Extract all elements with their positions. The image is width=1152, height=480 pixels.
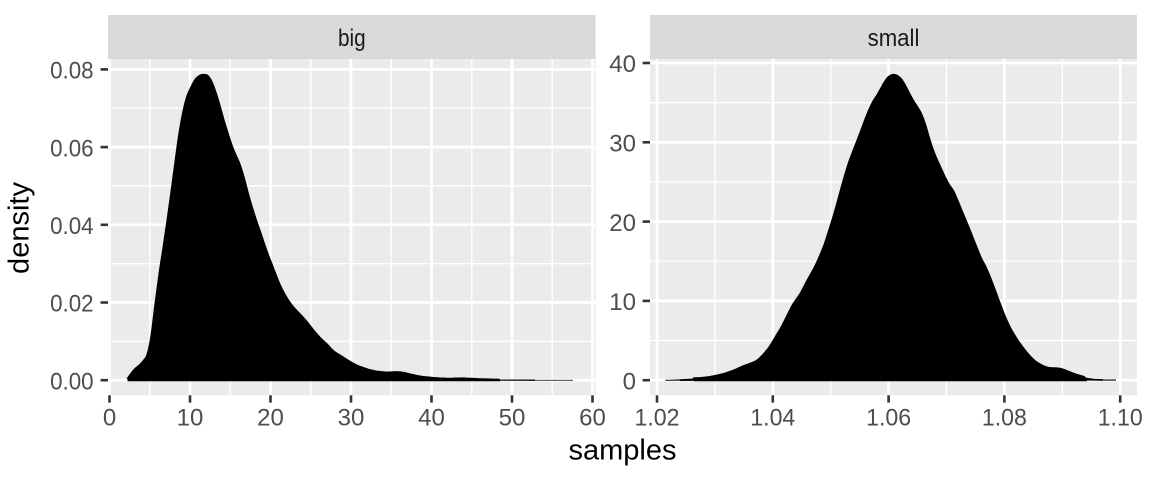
- svg-text:0.02: 0.02: [50, 291, 94, 318]
- svg-text:1.02: 1.02: [635, 405, 680, 432]
- svg-text:0: 0: [103, 405, 116, 432]
- svg-text:1.06: 1.06: [866, 405, 911, 432]
- svg-text:density: density: [4, 182, 36, 274]
- svg-text:1.04: 1.04: [750, 405, 795, 432]
- svg-text:samples: samples: [569, 435, 677, 467]
- svg-text:0.08: 0.08: [50, 58, 94, 85]
- svg-text:30: 30: [609, 131, 636, 158]
- svg-text:big: big: [338, 25, 366, 52]
- svg-text:0.06: 0.06: [50, 135, 94, 162]
- svg-text:20: 20: [609, 210, 636, 237]
- svg-text:10: 10: [177, 405, 204, 432]
- svg-text:0.04: 0.04: [50, 213, 94, 240]
- svg-text:1.08: 1.08: [982, 405, 1027, 432]
- svg-text:30: 30: [338, 405, 365, 432]
- svg-text:40: 40: [609, 51, 636, 78]
- svg-text:50: 50: [499, 405, 526, 432]
- svg-text:small: small: [868, 25, 920, 52]
- svg-text:40: 40: [418, 405, 445, 432]
- svg-text:0.00: 0.00: [50, 368, 94, 395]
- svg-text:10: 10: [609, 289, 636, 316]
- svg-text:1.10: 1.10: [1098, 405, 1143, 432]
- svg-text:0: 0: [623, 368, 636, 395]
- svg-text:20: 20: [257, 405, 284, 432]
- svg-text:60: 60: [579, 405, 606, 432]
